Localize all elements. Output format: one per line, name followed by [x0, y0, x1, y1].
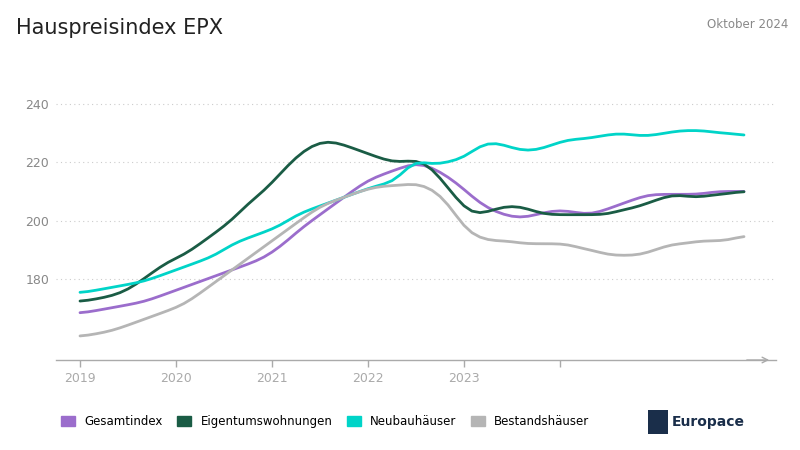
Text: Hauspreisindex EPX: Hauspreisindex EPX: [16, 18, 223, 38]
Text: Europace: Europace: [672, 415, 745, 429]
Text: Oktober 2024: Oktober 2024: [706, 18, 788, 31]
Text: E: E: [654, 415, 662, 429]
Legend: Gesamtindex, Eigentumswohnungen, Neubauhäuser, Bestandshäuser: Gesamtindex, Eigentumswohnungen, Neubauh…: [56, 410, 594, 432]
